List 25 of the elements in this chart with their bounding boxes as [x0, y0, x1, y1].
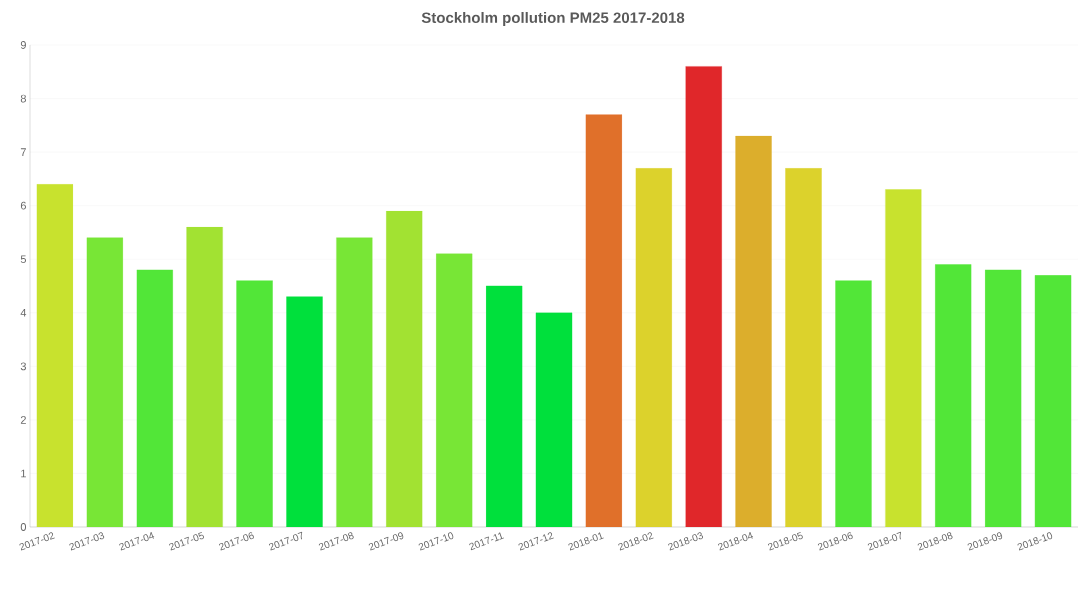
y-tick-label: 5 [20, 255, 26, 264]
y-tick-label: 6 [20, 201, 26, 210]
bar [236, 280, 273, 527]
y-tick-label: 7 [20, 148, 26, 156]
bar [984, 269, 1022, 527]
y-tick-label: 8 [20, 94, 26, 103]
bar [36, 184, 74, 527]
y-tick-label: 9 [20, 41, 26, 49]
bar [635, 167, 673, 527]
bar [386, 210, 423, 527]
bar [286, 296, 323, 527]
y-tick-label: 2 [20, 416, 26, 424]
bar [785, 167, 822, 527]
y-tick-label: 1 [21, 469, 26, 478]
bar [935, 264, 972, 527]
bar [485, 285, 523, 527]
bar [435, 253, 473, 527]
bar [136, 269, 173, 527]
y-tick-label: 4 [20, 309, 27, 317]
chart-title: Stockholm pollution PM25 2017-2018 [421, 12, 685, 26]
bar [86, 237, 124, 527]
bar [835, 280, 872, 527]
bar [735, 135, 772, 527]
y-tick-label: 0 [20, 523, 27, 531]
y-tick-label: 3 [20, 362, 26, 371]
